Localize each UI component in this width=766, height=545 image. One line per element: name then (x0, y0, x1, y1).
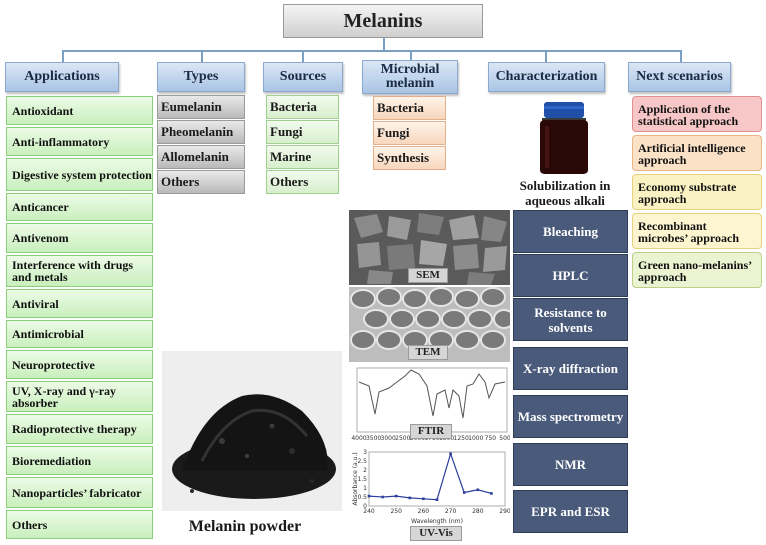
source-item: Marine (266, 145, 339, 169)
melanin-powder-caption: Melanin powder (188, 518, 302, 535)
next-scenario-item: Economy substrate approach (632, 174, 762, 210)
header-characterization: Characterization (488, 62, 605, 92)
uvvis-x-tick: 250 (390, 508, 402, 515)
header-microbial: Microbial melanin (362, 60, 458, 94)
type-item: Allomelanin (157, 145, 245, 169)
uvvis-point (422, 497, 425, 501)
source-item: Fungi (266, 120, 339, 144)
uvvis-x-tick: 290 (499, 508, 510, 515)
connector-sources (302, 50, 304, 62)
uvvis-y-tick: 1 (363, 485, 367, 492)
characterization-item: HPLC (513, 254, 628, 297)
application-item: Antimicrobial (6, 320, 153, 348)
next-scenario-item: Application of the statistical approach (632, 96, 762, 132)
ftir-x-tick: 4000 (351, 435, 366, 442)
root-title: Melanins (343, 9, 423, 32)
ftir-x-tick: 2500 (395, 435, 410, 442)
root-node: Melanins (283, 4, 483, 38)
next-scenario-item: Artificial intelligence approach (632, 135, 762, 171)
ftir-label: FTIR (410, 424, 452, 439)
application-item: Radioprotective therapy (6, 414, 153, 444)
uvvis-point (435, 498, 439, 501)
application-item: Anti-inflammatory (6, 127, 153, 156)
characterization-item: Bleaching (513, 210, 628, 253)
application-item: Antivenom (6, 223, 153, 253)
ftir-x-tick: 750 (485, 435, 497, 442)
tem-label: TEM (408, 345, 448, 360)
uvvis-plot: Absorbance (a.u.) Wavelength (nm) 240 250… (349, 448, 511, 526)
microbial-item: Synthesis (373, 146, 446, 170)
connector-microbial (410, 50, 412, 60)
jar-caption: Solubilization in aqueous alkali (519, 178, 611, 208)
source-item: Bacteria (266, 95, 339, 119)
connector-applications (62, 50, 64, 62)
uvvis-point (381, 495, 384, 499)
uvvis-x-tick: 280 (472, 508, 484, 515)
application-item: UV, X-ray and γ-ray absorber (6, 381, 153, 412)
application-item: Antiviral (6, 289, 153, 318)
connector-root-vertical (383, 38, 385, 50)
ftir-x-tick: 1000 (468, 435, 483, 442)
uvvis-point (462, 491, 466, 494)
melanin-powder-image (162, 351, 342, 511)
ftir-x-tick: 3000 (381, 435, 396, 442)
uvvis-point (476, 488, 480, 492)
connector-next (680, 50, 682, 62)
sem-label: SEM (408, 268, 448, 283)
header-applications: Applications (5, 62, 119, 92)
uvvis-point (367, 494, 371, 498)
uvvis-label: UV-Vis (410, 526, 462, 541)
type-item: Pheomelanin (157, 120, 245, 144)
connector-characterization (545, 50, 547, 62)
uvvis-point (408, 496, 412, 500)
connector-types (201, 50, 203, 62)
uvvis-point (394, 494, 398, 498)
tem-image (349, 287, 510, 362)
characterization-item: EPR and ESR (513, 490, 628, 533)
next-scenario-item: Green nano-melanins’ approach (632, 252, 762, 288)
ftir-x-tick: 3500 (366, 435, 381, 442)
application-item: Anticancer (6, 193, 153, 221)
uvvis-ylabel: Absorbance (a.u.) (352, 452, 359, 505)
application-item: Bioremediation (6, 446, 153, 475)
header-next: Next scenarios (628, 62, 731, 92)
microbial-item: Fungi (373, 121, 446, 145)
application-item: Digestive system protection (6, 158, 153, 191)
header-sources: Sources (263, 62, 343, 92)
type-item: Eumelanin (157, 95, 245, 119)
characterization-item: NMR (513, 443, 628, 486)
ftir-x-tick: 1250 (454, 435, 469, 442)
application-item: Neuroprotective (6, 350, 153, 379)
application-item: Antioxidant (6, 96, 153, 125)
uvvis-point (490, 492, 493, 495)
next-scenario-item: Recombinant microbes’ approach (632, 213, 762, 249)
uvvis-point (449, 452, 452, 456)
application-item: Interference with drugs and metals (6, 255, 153, 287)
characterization-item: Resistance to solvents (513, 298, 628, 341)
uvvis-y-tick: 2.5 (357, 458, 367, 465)
ftir-x-tick: 500 (499, 435, 510, 442)
uvvis-x-tick: 240 (363, 508, 375, 515)
uvvis-x-tick: 270 (445, 508, 457, 515)
uvvis-xlabel: Wavelength (nm) (411, 518, 463, 525)
uvvis-y-tick: 2 (363, 467, 367, 474)
header-types: Types (157, 62, 245, 92)
type-item: Others (157, 170, 245, 194)
source-item: Others (266, 170, 339, 194)
uvvis-x-tick: 260 (418, 508, 430, 515)
uvvis-y-tick: 0.5 (357, 494, 367, 501)
uvvis-y-tick: 0 (363, 503, 367, 510)
uvvis-y-tick: 1.5 (357, 476, 367, 483)
characterization-item: Mass spectrometry (513, 395, 628, 438)
application-item: Nanoparticles’ fabricator (6, 477, 153, 508)
microbial-item: Bacteria (373, 96, 446, 120)
characterization-item: X-ray diffraction (513, 347, 628, 390)
jar-image (532, 100, 596, 176)
connector-horizontal (62, 50, 680, 52)
uvvis-y-tick: 3 (363, 449, 367, 456)
application-item: Others (6, 510, 153, 539)
